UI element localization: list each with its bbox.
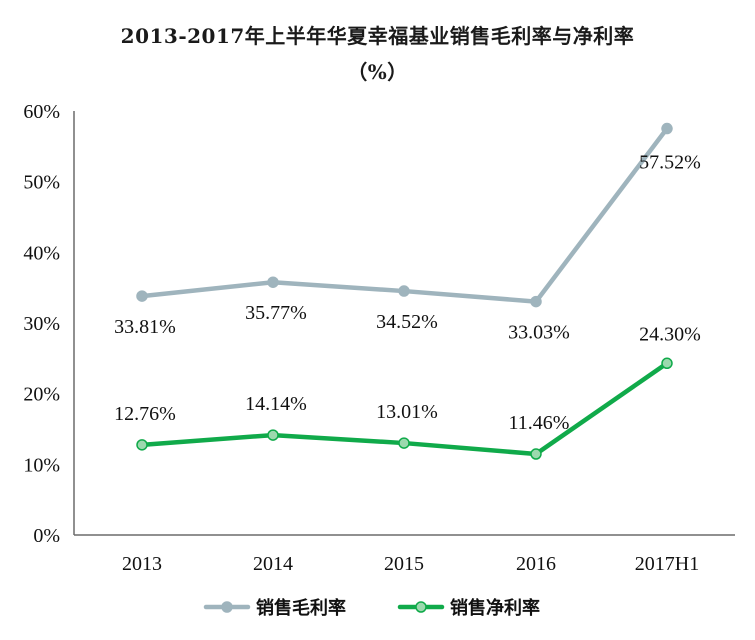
- data-label: 13.01%: [376, 401, 438, 423]
- data-point-1: [267, 276, 279, 288]
- x-tick-label: 2014: [253, 553, 293, 575]
- y-tick-label: 10%: [23, 454, 60, 476]
- chart-subtitle: （%）: [347, 60, 408, 84]
- data-point-2: [267, 429, 279, 441]
- data-label: 24.30%: [639, 323, 701, 345]
- x-tick-label: 2016: [516, 553, 556, 575]
- data-point-1: [530, 295, 542, 308]
- data-point-1: [661, 122, 673, 135]
- data-point-2: [398, 437, 410, 449]
- y-tick-label: 60%: [23, 101, 60, 123]
- data-label: 11.46%: [509, 412, 570, 434]
- legend-label: 销售净利率: [450, 597, 540, 619]
- data-label: 57.52%: [639, 152, 701, 174]
- y-tick-label: 30%: [23, 313, 60, 335]
- legend-label: 销售毛利率: [256, 597, 346, 619]
- data-label: 35.77%: [245, 302, 307, 324]
- chart-title: 2013-2017年上半年华夏幸福基业销售毛利率与净利率: [120, 24, 635, 48]
- legend-marker: [221, 601, 233, 613]
- data-label: 12.76%: [114, 403, 176, 425]
- data-point-1: [398, 285, 410, 297]
- y-tick-label: 40%: [23, 242, 60, 264]
- data-label: 14.14%: [245, 393, 307, 415]
- data-label: 34.52%: [376, 311, 438, 333]
- x-tick-label: 2013: [122, 553, 162, 575]
- data-point-2: [661, 357, 673, 370]
- x-tick-label: 2015: [384, 553, 424, 575]
- y-tick-label: 0%: [33, 525, 60, 547]
- series-line-1: [139, 126, 670, 304]
- y-tick-label: 20%: [23, 384, 60, 406]
- data-point-1: [136, 290, 148, 302]
- data-point-2: [530, 448, 542, 460]
- x-tick-label: 2017H1: [635, 553, 699, 575]
- data-point-2: [136, 439, 148, 451]
- data-label: 33.81%: [114, 316, 176, 338]
- data-label: 33.03%: [508, 322, 570, 344]
- legend-marker: [415, 601, 427, 613]
- y-tick-label: 50%: [23, 172, 60, 194]
